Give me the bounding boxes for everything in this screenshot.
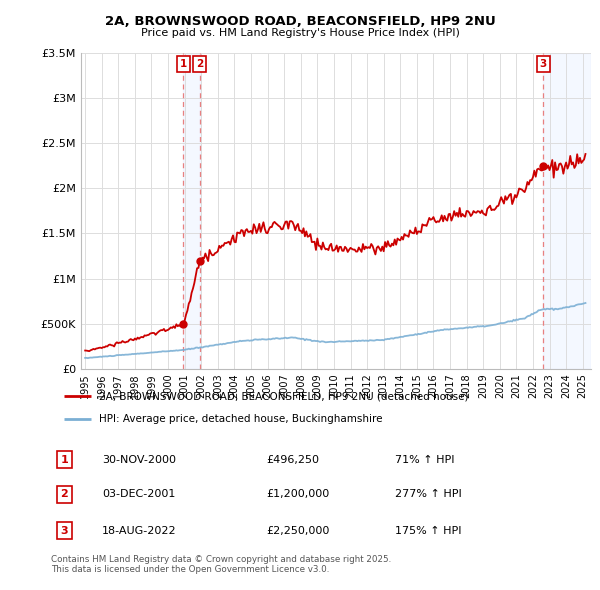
Text: HPI: Average price, detached house, Buckinghamshire: HPI: Average price, detached house, Buck… — [100, 414, 383, 424]
Text: Contains HM Land Registry data © Crown copyright and database right 2025.
This d: Contains HM Land Registry data © Crown c… — [51, 555, 391, 574]
Text: 3: 3 — [539, 59, 547, 69]
Text: 2: 2 — [196, 59, 203, 69]
Text: 2: 2 — [61, 489, 68, 499]
Text: £2,250,000: £2,250,000 — [266, 526, 329, 536]
Text: 175% ↑ HPI: 175% ↑ HPI — [395, 526, 461, 536]
Text: 71% ↑ HPI: 71% ↑ HPI — [395, 455, 454, 464]
Text: £496,250: £496,250 — [266, 455, 319, 464]
Text: 18-AUG-2022: 18-AUG-2022 — [102, 526, 176, 536]
Text: 2A, BROWNSWOOD ROAD, BEACONSFIELD, HP9 2NU: 2A, BROWNSWOOD ROAD, BEACONSFIELD, HP9 2… — [104, 15, 496, 28]
Bar — [544, 53, 591, 369]
Text: 2A, BROWNSWOOD ROAD, BEACONSFIELD, HP9 2NU (detached house): 2A, BROWNSWOOD ROAD, BEACONSFIELD, HP9 2… — [100, 391, 469, 401]
Text: 3: 3 — [61, 526, 68, 536]
Text: 30-NOV-2000: 30-NOV-2000 — [102, 455, 176, 464]
Text: 277% ↑ HPI: 277% ↑ HPI — [395, 489, 461, 499]
Bar — [183, 53, 200, 369]
Text: Price paid vs. HM Land Registry's House Price Index (HPI): Price paid vs. HM Land Registry's House … — [140, 28, 460, 38]
Text: 1: 1 — [179, 59, 187, 69]
Text: 03-DEC-2001: 03-DEC-2001 — [102, 489, 175, 499]
Text: £1,200,000: £1,200,000 — [266, 489, 329, 499]
Text: 1: 1 — [61, 455, 68, 464]
